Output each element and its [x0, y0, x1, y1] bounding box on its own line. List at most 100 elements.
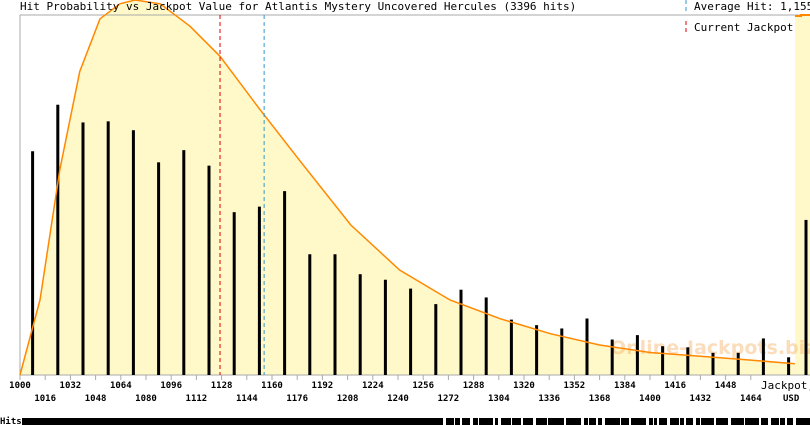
hits-strip-gap: [478, 418, 479, 425]
hits-strip-gap: [779, 418, 780, 425]
hit-bar: [131, 130, 135, 375]
hit-bar: [434, 304, 438, 375]
hit-bar: [635, 335, 639, 375]
x-tick-label: 1096: [160, 381, 182, 391]
hit-bar: [232, 212, 236, 375]
hits-strip-gap: [498, 418, 501, 425]
hits-strip-gap: [521, 418, 523, 425]
hits-strip-gap: [581, 418, 584, 425]
hits-strip-gap: [785, 418, 787, 425]
hit-bar: [484, 297, 488, 375]
hits-strip-gap: [493, 418, 495, 425]
x-tick-label: 1352: [564, 381, 586, 391]
hit-bar: [804, 219, 808, 375]
hit-bar: [56, 104, 60, 375]
x-tick-label: 1224: [362, 381, 384, 391]
x-tick-label: 1416: [664, 381, 686, 391]
x-tick-label: 1128: [211, 381, 233, 391]
hits-strip-gap: [793, 418, 796, 425]
hit-bar: [257, 206, 261, 375]
x-tick-label: 1272: [438, 394, 460, 404]
hit-bar: [283, 191, 287, 375]
x-tick-label: 1384: [614, 381, 636, 391]
hits-strip-gap: [443, 418, 446, 425]
hits-strip-gap: [646, 418, 649, 425]
hits-strip-gap: [653, 418, 654, 425]
hit-bar: [686, 347, 690, 375]
x-tick-label: 1048: [85, 394, 107, 404]
hit-bar: [106, 121, 110, 375]
hits-strip-gap: [693, 418, 696, 425]
hits-strip-gap: [768, 418, 771, 425]
hit-bar: [81, 122, 85, 375]
hit-bar: [585, 318, 589, 375]
x-tick-label: 1336: [538, 394, 560, 404]
x-tick-label: 1304: [488, 394, 510, 404]
hit-bar: [610, 339, 614, 375]
hits-strip-gap: [588, 418, 589, 425]
x-axis-unit: USD: [783, 394, 800, 404]
hits-strip-gap: [728, 418, 731, 425]
hit-bar: [711, 352, 715, 375]
hits-strip-gap: [547, 418, 548, 425]
hits-strip-gap: [700, 418, 701, 425]
hits-strip-gap: [596, 418, 598, 425]
y-axis-label: Hits: [0, 416, 22, 425]
x-tick-label: 1192: [312, 381, 334, 391]
hits-strip-gap: [511, 418, 512, 425]
watermark: Online-Jackpots.biz: [610, 337, 810, 359]
x-tick-label: 1288: [463, 381, 485, 391]
hit-bar: [459, 289, 463, 375]
hits-strip-gap: [744, 418, 745, 425]
hit-bar: [333, 254, 337, 375]
hits-strip-gap: [714, 418, 716, 425]
chart-title: Hit Probability vs Jackpot Value for Atl…: [20, 0, 576, 13]
overflow-fill: [795, 15, 810, 375]
hit-bar: [736, 352, 740, 375]
overflow-curve: [795, 14, 810, 17]
x-tick-label: 1400: [639, 394, 661, 404]
x-tick-label: 1064: [110, 381, 132, 391]
hits-strip-gap: [460, 418, 462, 425]
hits-strip-gap: [564, 418, 566, 425]
x-tick-label: 1464: [740, 394, 762, 404]
x-tick-label: 1208: [337, 394, 359, 404]
x-tick-label: 1160: [261, 381, 283, 391]
hit-bar: [761, 338, 765, 375]
hits-strip-gap: [533, 418, 536, 425]
x-tick-label: 1144: [236, 394, 258, 404]
hit-bar: [409, 288, 413, 375]
hits-strip-gap: [454, 418, 455, 425]
x-tick-label: 1256: [412, 381, 434, 391]
legend-current-label: Current Jackpot: [694, 21, 793, 34]
x-tick-label: 1016: [34, 394, 56, 404]
x-tick-label: 1032: [60, 381, 82, 391]
probability-curve: [19, 0, 795, 376]
hit-bar: [31, 151, 35, 375]
hits-strip-gap: [684, 418, 686, 425]
hit-bar: [358, 274, 362, 375]
hit-bar: [787, 357, 791, 375]
hits-strip-gap: [759, 418, 761, 425]
hit-bar: [157, 162, 161, 375]
hit-bar: [535, 325, 539, 375]
x-tick-label: 1112: [186, 394, 208, 404]
x-tick-label: 1432: [690, 394, 712, 404]
x-tick-label: 1000: [9, 381, 31, 391]
hit-bar: [661, 346, 665, 375]
x-tick-label: 1448: [715, 381, 737, 391]
hits-strip: [22, 418, 810, 425]
hits-strip-gap: [602, 418, 605, 425]
curve-area-fill: [20, 0, 795, 375]
x-tick-label: 1176: [286, 394, 308, 404]
hit-bar: [308, 254, 312, 375]
hits-strip-gap: [629, 418, 631, 425]
hits-strip-gap: [470, 418, 473, 425]
hits-strip-gap: [620, 418, 621, 425]
x-tick-label: 1320: [513, 381, 535, 391]
hits-strip-gap: [667, 418, 670, 425]
legend-average-label: Average Hit: 1,155: [694, 0, 810, 13]
x-tick-label: 1240: [387, 394, 409, 404]
hit-bar: [207, 165, 211, 375]
